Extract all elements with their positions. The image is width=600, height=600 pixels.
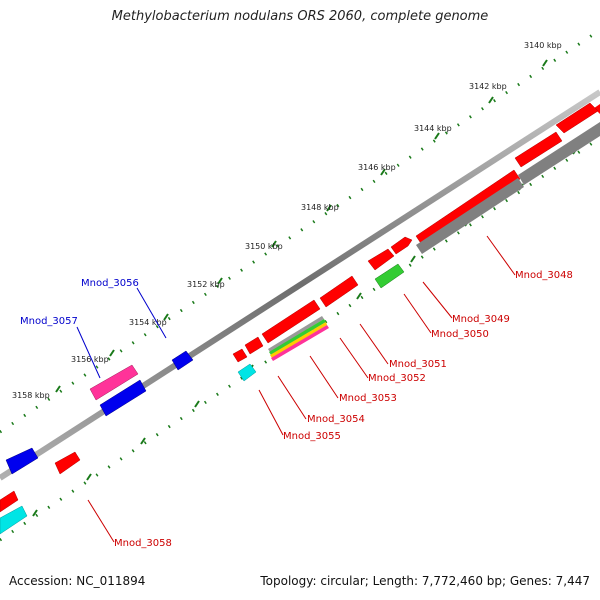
gene-label: Mnod_3051 bbox=[389, 359, 447, 370]
minus-strand-features bbox=[0, 122, 600, 535]
gene-3051 bbox=[390, 236, 413, 255]
gene-3053 bbox=[319, 275, 359, 308]
gene-multicolor-1 bbox=[268, 316, 324, 352]
gene-multicolor-3 bbox=[270, 322, 327, 358]
gene-3058-red bbox=[54, 451, 81, 475]
gene-label: Mnod_3048 bbox=[515, 270, 573, 281]
kbp-label: 3150 kbp bbox=[245, 242, 283, 251]
gene-3049 bbox=[514, 131, 563, 168]
gene-3057-magenta bbox=[89, 364, 139, 401]
gene-label: Mnod_3049 bbox=[452, 314, 510, 325]
gene-label: Mnod_3053 bbox=[339, 393, 397, 404]
kbp-label: 3142 kbp bbox=[469, 82, 507, 91]
gene-cyan-edge bbox=[0, 505, 28, 535]
kbp-labels: 3140 kbp 3142 kbp 3144 kbp 3146 kbp 3148… bbox=[12, 41, 562, 400]
summary-text: Topology: circular; Length: 7,772,460 bp… bbox=[260, 574, 590, 588]
gene-label: Mnod_3056 bbox=[81, 278, 139, 289]
gene-label: Mnod_3052 bbox=[368, 373, 426, 384]
gene-labels-minus: Mnod_3048 Mnod_3049 Mnod_3050 Mnod_3051 … bbox=[114, 270, 573, 549]
gene-3055b bbox=[232, 348, 248, 363]
kbp-label: 3146 kbp bbox=[358, 163, 396, 172]
gene-label: Mnod_3058 bbox=[114, 538, 172, 549]
gene-cyan-small bbox=[237, 363, 257, 382]
gene-label: Mnod_3050 bbox=[431, 329, 489, 340]
gene-3057-blue bbox=[99, 379, 147, 417]
accession-text: Accession: NC_011894 bbox=[9, 574, 146, 588]
gene-gray-long-b bbox=[416, 178, 524, 254]
gene-label: Mnod_3057 bbox=[20, 316, 78, 327]
plus-strand-features bbox=[5, 102, 600, 475]
minus-label-leaders bbox=[87, 235, 516, 543]
gene-3052 bbox=[367, 248, 395, 271]
gene-gray-long-a bbox=[518, 122, 600, 185]
gene-multicolor-4 bbox=[271, 325, 329, 361]
gene-red-edge bbox=[0, 490, 19, 513]
gene-3048 bbox=[555, 102, 599, 134]
gene-3055a bbox=[244, 336, 264, 355]
gene-labels-plus: Mnod_3056 Mnod_3057 bbox=[20, 278, 139, 327]
backbone bbox=[0, 89, 600, 481]
kbp-label: 3144 kbp bbox=[414, 124, 452, 133]
gene-multicolor-2 bbox=[269, 319, 326, 355]
genome-title-overlay: Methylobacterium nodulans ORS 2060, comp… bbox=[111, 9, 489, 24]
plus-label-leaders bbox=[76, 287, 167, 379]
gene-label: Mnod_3055 bbox=[283, 431, 341, 442]
kbp-label: 3140 kbp bbox=[524, 41, 562, 50]
kbp-label: 3158 kbp bbox=[12, 391, 50, 400]
outer-major-ticks bbox=[55, 59, 548, 393]
gene-3056 bbox=[171, 350, 194, 371]
gene-3054 bbox=[261, 299, 321, 344]
kbp-label: 3156 kbp bbox=[71, 355, 109, 364]
gene-3050 bbox=[415, 169, 521, 246]
gene-label: Mnod_3054 bbox=[307, 414, 365, 425]
kbp-label: 3148 kbp bbox=[301, 203, 339, 212]
outer-tick-track bbox=[0, 28, 600, 434]
kbp-label: 3154 kbp bbox=[129, 318, 167, 327]
kbp-label: 3152 kbp bbox=[187, 280, 225, 289]
gene-green bbox=[374, 263, 405, 289]
gene-3058-blue bbox=[5, 447, 39, 475]
